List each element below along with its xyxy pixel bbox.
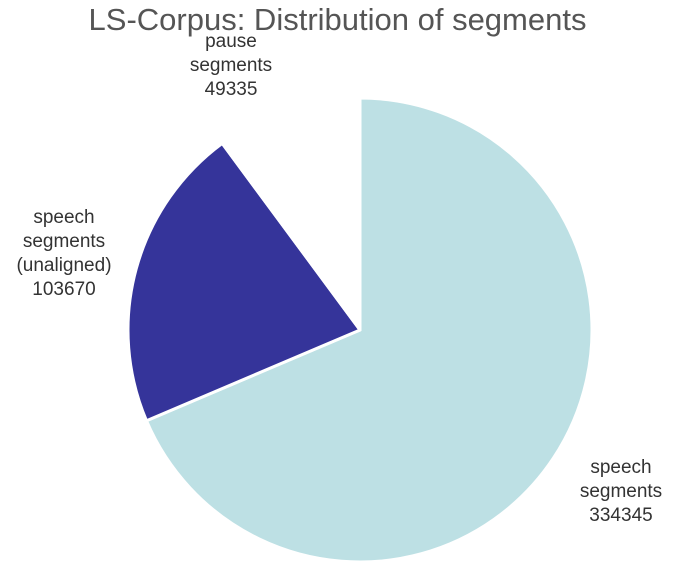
slice-label-pause: pause segments 49335 xyxy=(171,30,291,102)
slice-value: 334345 xyxy=(589,505,653,526)
label-line: segments xyxy=(579,481,663,502)
pie-slice-speech-unaligned xyxy=(126,141,362,423)
slice-label-speech: speech segments 334345 xyxy=(561,456,675,528)
pie-slice-pause xyxy=(220,96,362,332)
slice-value: 49335 xyxy=(204,79,258,100)
label-line: speech xyxy=(590,457,652,478)
label-line: segments xyxy=(189,55,273,76)
label-line: (unaligned) xyxy=(16,255,112,276)
label-line: speech xyxy=(33,207,95,228)
pie-slice-speech xyxy=(144,96,594,564)
label-line: pause xyxy=(205,31,257,52)
label-line: segments xyxy=(22,231,106,252)
slice-label-speech-unaligned: speech segments (unaligned) 103670 xyxy=(4,206,124,302)
slice-value: 103670 xyxy=(32,279,96,300)
chart-title: LS-Corpus: Distribution of segments xyxy=(88,2,587,37)
